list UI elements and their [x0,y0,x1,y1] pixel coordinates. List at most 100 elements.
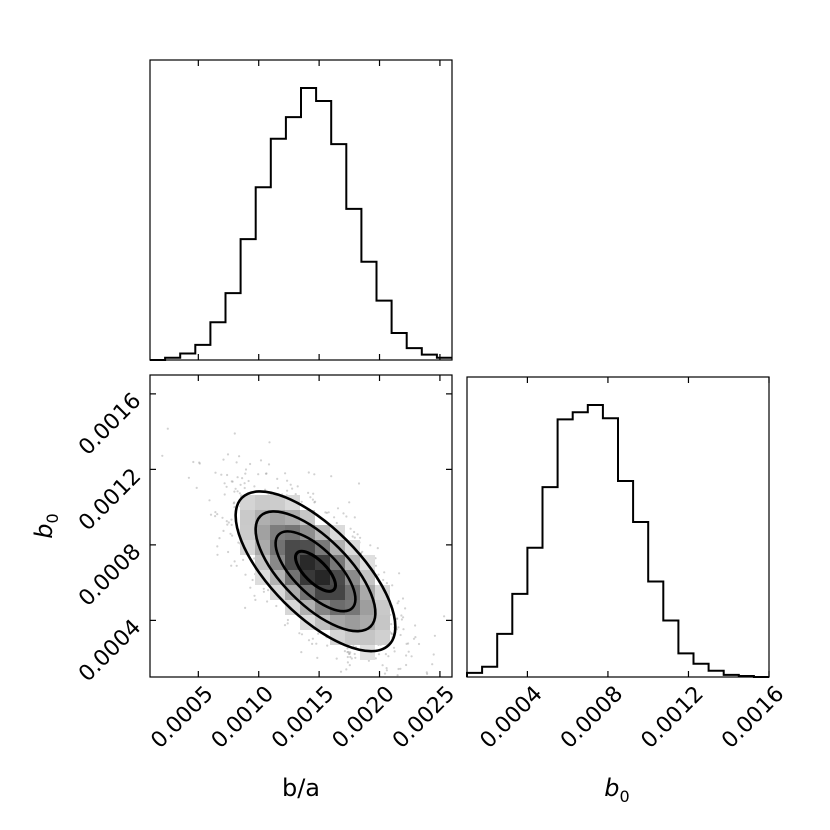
scatter-point [353,530,356,534]
joint-x-label: b/a [282,774,320,802]
scatter-point [316,656,319,660]
scatter-point [307,491,310,494]
contour-line [294,549,337,593]
scatter-point [348,664,351,667]
scatter-point [225,520,228,523]
scatter-point [397,600,400,603]
density-cell [345,615,360,630]
y-tick-label: 0.0004 [74,615,146,687]
scatter-point [317,632,320,635]
scatter-point [221,516,224,519]
joint-y-label-main: b [30,523,58,538]
scatter-point [294,493,297,496]
scatter-point [392,646,396,649]
density-cell [360,600,375,615]
x-tick-label: 0.0015 [267,682,339,754]
scatter-point [350,657,353,660]
scatter-point [198,462,201,465]
scatter-point [348,501,351,504]
scatter-point [230,480,233,483]
scatter-point [333,516,336,519]
scatter-point [229,532,232,535]
scatter-point [407,642,410,645]
scatter-point [383,571,386,574]
density-cell [255,495,270,510]
x-tick-label: 0.0025 [388,682,460,754]
density-cell [255,555,270,570]
y-tick-label: 0.0008 [74,539,146,611]
hist-b0-panel: 0.0004 0.0008 0.0012 0.0016 b0 [466,376,789,806]
scatter-point [325,511,328,514]
scatter-point [286,618,289,622]
scatter-point [300,651,303,654]
x-tick-label: 0.0016 [717,682,789,754]
scatter-point [289,483,292,486]
scatter-point [396,691,398,693]
scatter-point [313,473,316,476]
scatter-point [253,485,256,488]
scatter-point [296,485,299,488]
scatter-point [222,529,225,533]
scatter-point [192,460,195,464]
hist-b0-x-label-main: b [604,774,619,802]
scatter-point [400,614,403,617]
density-cell [240,525,255,540]
scatter-point [214,471,217,474]
scatter-point [396,674,399,677]
density-cell [360,630,375,645]
scatter-point [234,487,237,490]
scatter-point [265,472,268,475]
scatter-point [404,607,407,610]
scatter-point [327,511,330,514]
scatter-point [223,482,226,485]
scatter-point [276,477,279,480]
scatter-point [161,454,164,457]
scatter-point [377,573,380,576]
density-cell [255,525,270,540]
scatter-point [347,650,350,654]
density-cell [240,495,255,510]
scatter-point [348,652,351,656]
scatter-point [417,642,421,646]
scatter-point [365,678,367,680]
scatter-point [397,667,400,671]
scatter-point [286,489,289,492]
scatter-point [374,657,377,660]
density-cell [360,645,375,660]
scatter-point [377,653,381,656]
scatter-point [385,669,388,672]
scatter-point [254,598,257,602]
scatter-point [345,515,348,518]
scatter-point [382,578,385,582]
scatter-point [236,476,239,479]
scatter-point [235,461,238,464]
scatter-point [233,506,236,509]
density-cell [270,510,285,525]
scatter-point [259,459,263,462]
scatter-point [351,535,354,538]
scatter-point [227,550,230,554]
scatter-point [335,657,338,660]
scatter-point [230,523,233,527]
scatter-point [396,617,399,620]
scatter-point [330,475,333,478]
x-tick-label: 0.0012 [637,682,709,754]
scatter-point [398,572,401,575]
scatter-point [266,600,269,603]
scatter-point [216,553,219,556]
scatter-point [264,488,267,491]
scatter-point [402,628,405,631]
scatter-point [230,518,233,521]
scatter-point [225,485,228,488]
density-cell [240,510,255,525]
hist-b0-x-label: b0 [604,774,629,806]
scatter-point [425,671,428,674]
scatter-point [239,483,242,486]
scatter-point [307,639,311,642]
scatter-point [208,499,211,502]
scatter-point [399,667,402,670]
scatter-point [376,547,379,550]
scatter-point [324,511,327,514]
